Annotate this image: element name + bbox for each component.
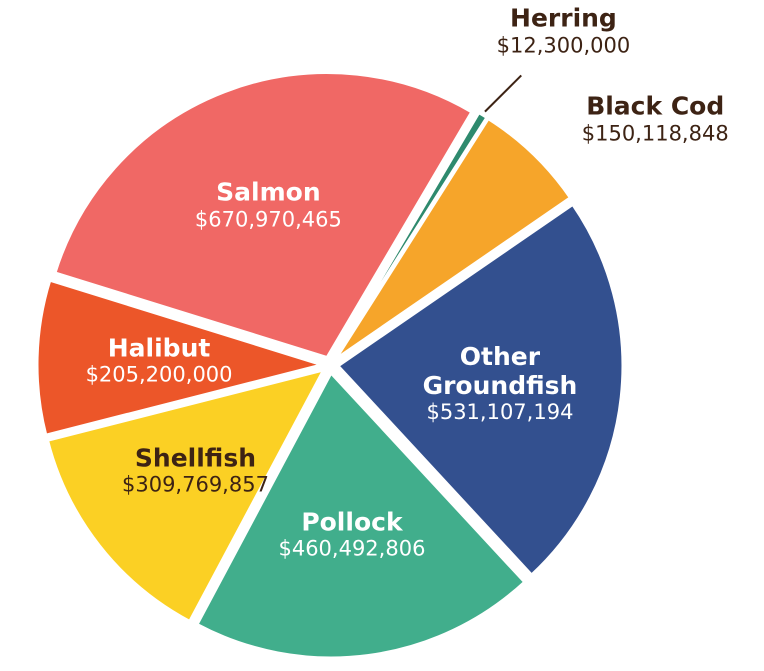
slice-value: $205,200,000 — [85, 362, 233, 387]
pie-slice — [334, 116, 573, 361]
slice-name: Other Groundfish — [422, 342, 578, 400]
slice-name: Shellfish — [134, 443, 257, 473]
slice-label: Herring $12,300,000 — [463, 3, 663, 58]
slice-value: $460,492,806 — [278, 536, 426, 561]
slice-name: Black Cod — [586, 91, 725, 121]
slice-label: Pollock $460,492,806 — [252, 507, 452, 561]
slice-name: Herring — [510, 3, 617, 33]
leader-line — [484, 74, 522, 113]
slice-name: Pollock — [301, 507, 403, 537]
pie-slice — [332, 110, 489, 359]
slice-value: $531,107,194 — [426, 400, 574, 425]
slice-value: $12,300,000 — [496, 33, 631, 58]
slice-name: Halibut — [107, 333, 211, 363]
slice-label: Black Cod $150,118,848 — [555, 91, 755, 146]
pie-slice — [195, 370, 527, 660]
slice-value: $309,769,857 — [121, 472, 269, 497]
slice-value: $150,118,848 — [581, 121, 729, 146]
slice-name: Salmon — [216, 178, 321, 208]
slice-value: $670,970,465 — [194, 207, 342, 232]
slice-label: Salmon $670,970,465 — [168, 178, 368, 232]
pie-slice — [335, 202, 625, 578]
slice-label: Shellfish $309,769,857 — [95, 443, 295, 497]
pie-slice — [35, 278, 328, 438]
pie-slice — [45, 367, 327, 624]
slice-label: Other Groundfish $531,107,194 — [400, 342, 600, 425]
slice-label: Halibut $205,200,000 — [59, 333, 259, 387]
pie-slice — [53, 71, 474, 360]
